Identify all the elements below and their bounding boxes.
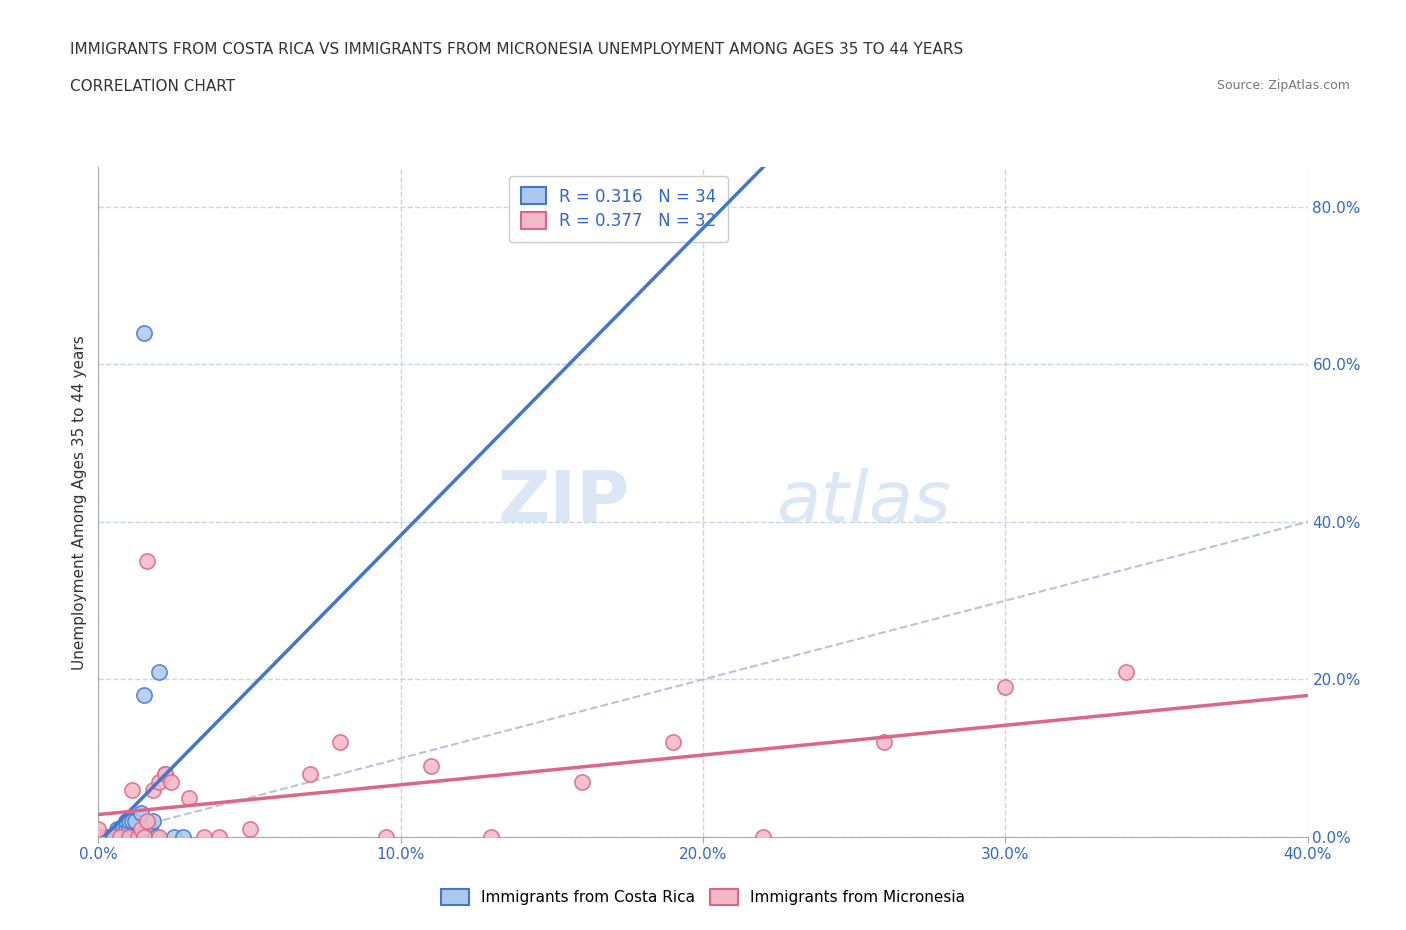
Point: [142, 782, 165, 797]
Point: [239, 822, 262, 837]
Point: [193, 830, 215, 844]
Point: [135, 830, 157, 844]
Point: [100, 830, 122, 844]
Y-axis label: Unemployment Among Ages 35 to 44 years: Unemployment Among Ages 35 to 44 years: [72, 335, 87, 670]
Legend: Immigrants from Costa Rica, Immigrants from Micronesia: Immigrants from Costa Rica, Immigrants f…: [433, 882, 973, 913]
Text: CORRELATION CHART: CORRELATION CHART: [70, 79, 235, 94]
Legend: R = 0.316   N = 34, R = 0.377   N = 32: R = 0.316 N = 34, R = 0.377 N = 32: [509, 176, 728, 242]
Point: [87, 822, 110, 837]
Point: [103, 830, 125, 844]
Point: [994, 680, 1017, 695]
Point: [163, 830, 186, 844]
Point: [135, 554, 157, 569]
Point: [108, 830, 131, 844]
Point: [153, 766, 176, 781]
Point: [118, 822, 141, 837]
Point: [121, 830, 143, 844]
Text: IMMIGRANTS FROM COSTA RICA VS IMMIGRANTS FROM MICRONESIA UNEMPLOYMENT AMONG AGES: IMMIGRANTS FROM COSTA RICA VS IMMIGRANTS…: [70, 42, 963, 57]
Text: Source: ZipAtlas.com: Source: ZipAtlas.com: [1216, 79, 1350, 92]
Point: [105, 830, 128, 844]
Point: [172, 830, 194, 844]
Point: [142, 814, 165, 829]
Point: [87, 830, 110, 844]
Point: [129, 806, 152, 821]
Point: [329, 735, 352, 750]
Point: [114, 814, 136, 829]
Point: [127, 830, 149, 844]
Point: [153, 766, 176, 781]
Point: [96, 830, 118, 844]
Point: [121, 782, 143, 797]
Point: [121, 814, 143, 829]
Point: [127, 830, 149, 844]
Point: [145, 830, 167, 844]
Point: [111, 830, 134, 844]
Point: [93, 830, 115, 844]
Point: [132, 688, 155, 703]
Point: [139, 822, 162, 837]
Point: [118, 830, 141, 844]
Point: [374, 830, 396, 844]
Point: [148, 830, 170, 844]
Point: [103, 830, 125, 844]
Point: [160, 775, 183, 790]
Text: ZIP: ZIP: [498, 468, 630, 537]
Point: [108, 830, 131, 844]
Point: [124, 814, 146, 829]
Point: [105, 822, 128, 837]
Point: [873, 735, 896, 750]
Point: [148, 775, 170, 790]
Point: [118, 814, 141, 829]
Point: [148, 664, 170, 679]
Point: [208, 830, 231, 844]
Point: [87, 830, 110, 844]
Point: [662, 735, 685, 750]
Point: [135, 814, 157, 829]
Point: [132, 830, 155, 844]
Point: [179, 790, 201, 805]
Point: [87, 830, 110, 844]
Point: [571, 775, 593, 790]
Point: [1115, 664, 1137, 679]
Point: [752, 830, 775, 844]
Point: [118, 830, 141, 844]
Text: atlas: atlas: [776, 468, 950, 537]
Point: [299, 766, 322, 781]
Point: [103, 830, 125, 844]
Point: [132, 830, 155, 844]
Point: [132, 326, 155, 340]
Point: [129, 822, 152, 837]
Point: [111, 822, 134, 837]
Point: [124, 830, 146, 844]
Point: [108, 830, 131, 844]
Point: [114, 822, 136, 837]
Point: [420, 759, 443, 774]
Point: [481, 830, 503, 844]
